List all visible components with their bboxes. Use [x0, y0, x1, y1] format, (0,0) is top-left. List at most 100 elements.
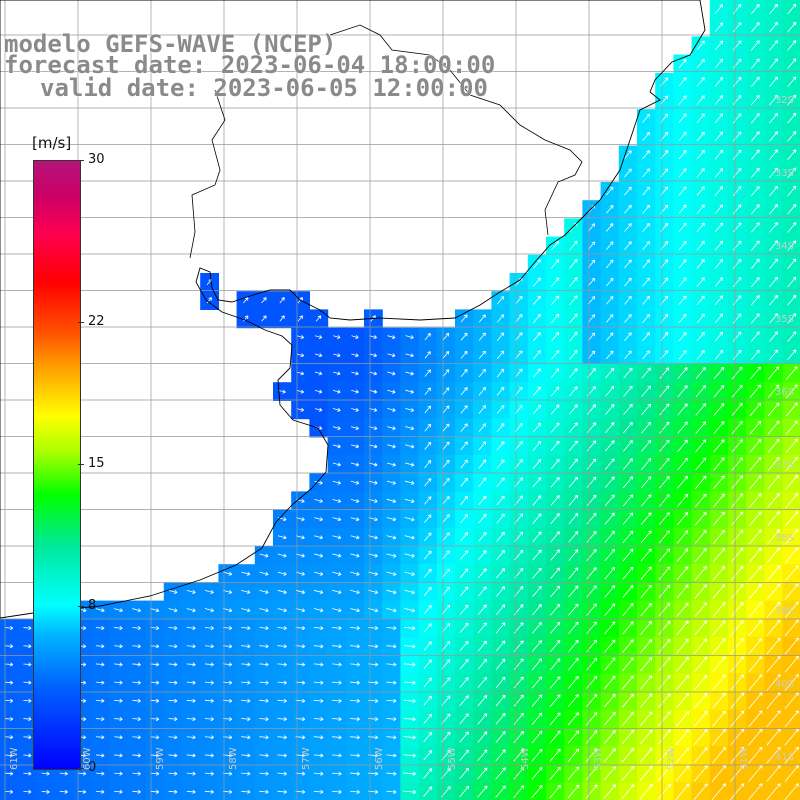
wind-arrow [550, 404, 560, 415]
wind-speed-cell [436, 327, 456, 347]
wind-speed-cell [546, 600, 565, 620]
wind-arrow [204, 608, 214, 613]
wind-speed-cell [655, 418, 674, 438]
wind-arrow [550, 603, 561, 616]
wind-speed-cell [600, 509, 620, 529]
wind-speed-cell [491, 673, 511, 693]
wind-speed-cell [655, 327, 674, 347]
wind-arrow [277, 626, 287, 631]
wind-arrow [585, 766, 598, 781]
wind-arrow [769, 331, 778, 342]
wind-arrow [642, 295, 650, 305]
wind-arrow [569, 386, 578, 397]
wind-arrow [769, 240, 778, 251]
longitude-label: 57W [301, 747, 312, 770]
wind-arrow [531, 748, 543, 762]
wind-speed-cell [618, 491, 638, 511]
wind-speed-cell [673, 254, 693, 274]
wind-arrow [168, 789, 178, 794]
wind-speed-cell [746, 436, 765, 456]
wind-arrow [678, 295, 687, 305]
wind-arrow [332, 553, 342, 558]
wind-speed-cell [582, 582, 602, 602]
wind-arrow [477, 622, 487, 634]
wind-speed-cell [691, 455, 711, 474]
wind-arrow [386, 444, 396, 449]
wind-arrow [675, 765, 690, 782]
wind-arrow [641, 439, 652, 452]
wind-arrow [531, 785, 543, 799]
wind-arrow [585, 675, 598, 690]
wind-arrow [713, 457, 725, 471]
wind-arrow [712, 710, 726, 727]
wind-arrow [277, 644, 287, 649]
wind-speed-cell [618, 218, 638, 238]
wind-speed-cell [527, 527, 547, 547]
latitude-label: 41S [774, 752, 794, 763]
wind-arrow [568, 531, 579, 543]
wind-arrow [314, 571, 324, 576]
wind-arrow [259, 753, 269, 758]
wind-speed-cell [600, 455, 620, 474]
wind-arrow [223, 626, 233, 631]
wind-speed-cell [527, 509, 547, 529]
wind-speed-cell [418, 364, 438, 383]
wind-arrow [730, 710, 745, 728]
wind-speed-cell [691, 218, 711, 238]
wind-arrow [731, 439, 743, 453]
wind-arrow [168, 626, 178, 631]
wind-arrow [95, 662, 105, 667]
wind-arrow [621, 729, 635, 745]
wind-arrow [678, 131, 687, 142]
wind-speed-cell [637, 200, 656, 219]
wind-arrow [277, 735, 287, 740]
wind-speed-cell [691, 546, 711, 565]
wind-arrow [712, 547, 726, 563]
wind-speed-cell [618, 200, 638, 219]
wind-arrow [732, 349, 742, 360]
wind-speed-cell [655, 618, 674, 638]
wind-arrow [331, 771, 342, 776]
wind-speed-cell [546, 673, 565, 693]
wind-arrow [442, 405, 450, 414]
latitude-label: 33S [774, 168, 794, 179]
wind-arrow [551, 313, 560, 324]
wind-arrow [586, 494, 597, 507]
wind-arrow [350, 626, 360, 631]
wind-speed-cell [109, 782, 128, 800]
colorbar [33, 160, 81, 770]
wind-speed-cell [527, 546, 547, 565]
wind-arrow [332, 571, 342, 576]
wind-speed-cell [546, 291, 565, 310]
wind-arrow [405, 426, 415, 431]
wind-speed-cell [400, 782, 420, 800]
wind-speed-cell [546, 764, 565, 784]
wind-arrow [784, 746, 799, 764]
wind-arrow [641, 367, 651, 379]
wind-speed-cell [746, 0, 765, 19]
wind-arrow [623, 440, 633, 452]
wind-speed-cell [637, 254, 656, 274]
wind-speed-cell [564, 273, 583, 292]
wind-speed-cell [746, 509, 765, 529]
wind-speed-cell [509, 455, 529, 474]
wind-speed-cell [673, 509, 693, 529]
wind-speed-cell [546, 728, 565, 747]
wind-arrow [403, 735, 416, 740]
wind-speed-cell [746, 145, 765, 165]
wind-speed-cell [655, 691, 674, 711]
wind-arrow [459, 640, 469, 652]
wind-speed-cell [709, 54, 729, 74]
wind-speed-cell [764, 273, 784, 292]
wind-arrow [696, 168, 705, 178]
wind-arrow [676, 620, 689, 636]
longitude-label: 52W [666, 747, 677, 770]
wind-speed-cell [673, 109, 693, 128]
wind-speed-cell [746, 309, 765, 329]
wind-arrow [766, 692, 781, 710]
wind-speed-cell [564, 218, 583, 238]
wind-arrow [696, 77, 705, 87]
wind-speed-cell [618, 709, 638, 729]
wind-speed-cell [418, 728, 438, 747]
